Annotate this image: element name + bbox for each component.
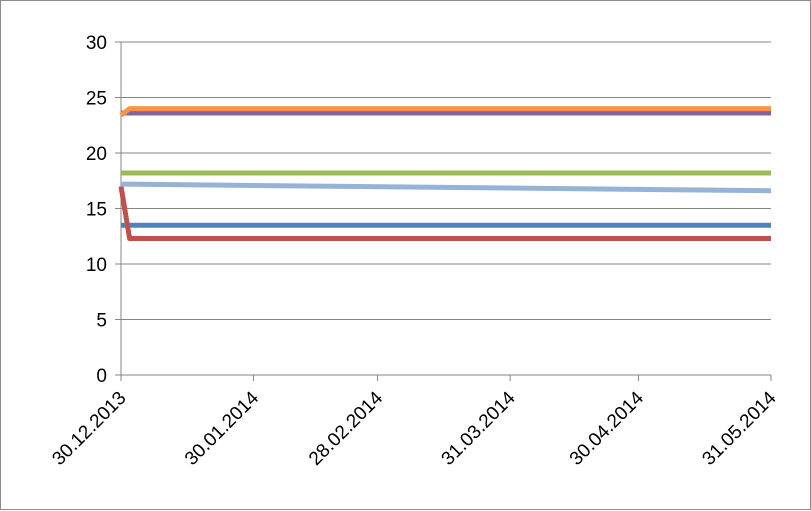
series-lines [118, 106, 772, 241]
y-axis-ticks: 0 5 10 15 20 25 30 [86, 33, 121, 387]
x-tick-label: 31.03.2014 [438, 387, 520, 469]
gridlines [121, 41, 771, 320]
y-tick-label: 10 [86, 255, 107, 276]
x-tick-label: 30.04.2014 [566, 387, 648, 469]
x-tick-label: 28.02.2014 [305, 387, 387, 469]
y-tick-label: 30 [86, 33, 107, 54]
series-line-2 [118, 185, 771, 241]
x-tick-label: 31.05.2014 [698, 387, 780, 469]
y-tick-label: 5 [96, 311, 107, 332]
x-tick-label: 30.01.2014 [181, 387, 263, 469]
series-line-6 [120, 181, 772, 194]
y-tick-label: 0 [96, 366, 107, 387]
y-tick-label: 15 [86, 200, 107, 221]
y-tick-label: 25 [86, 89, 107, 110]
series-line-5 [119, 106, 771, 118]
y-tick-label: 20 [86, 144, 107, 165]
x-tick-label: 30.12.2013 [48, 388, 130, 470]
x-axis-ticks: 30.12.2013 30.01.2014 28.02.2014 31.03.2014… [48, 375, 781, 470]
